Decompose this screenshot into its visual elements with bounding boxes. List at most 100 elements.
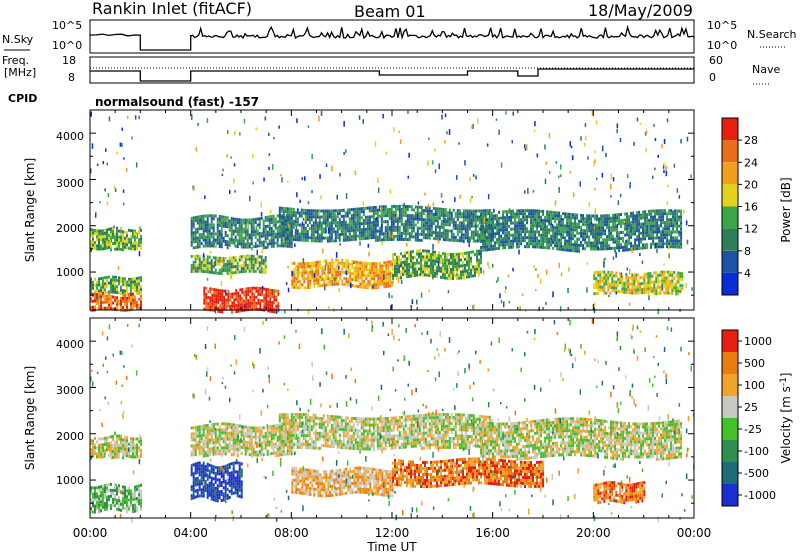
heatmap-cell	[468, 254, 470, 258]
heatmap-cell	[348, 223, 351, 227]
heatmap-cell	[466, 224, 469, 228]
heatmap-cell	[474, 271, 476, 275]
heatmap-cell	[430, 256, 432, 259]
heatmap-cell	[542, 239, 545, 243]
heatmap-cell	[138, 282, 140, 286]
heatmap-cell	[432, 216, 435, 219]
heatmap-cell	[362, 237, 365, 240]
scatter-cell	[507, 274, 510, 278]
heatmap-cell	[502, 231, 505, 235]
heatmap-cell	[619, 290, 622, 294]
heatmap-cell	[656, 221, 659, 225]
heatmap-cell	[220, 236, 223, 240]
heatmap-cell	[130, 238, 132, 242]
heatmap-cell	[389, 281, 392, 285]
scatter-cell	[362, 201, 365, 206]
heatmap-cell	[402, 263, 404, 267]
heatmap-cell	[396, 207, 399, 211]
heatmap-cell	[375, 271, 378, 275]
heatmap-cell	[593, 277, 596, 281]
heatmap-cell	[248, 269, 251, 273]
heatmap-cell	[335, 258, 338, 262]
heatmap-cell	[118, 235, 120, 239]
heatmap-cell	[319, 284, 322, 288]
heatmap-cell	[219, 289, 222, 293]
heatmap-cell	[362, 219, 365, 222]
heatmap-cell	[348, 211, 351, 215]
heatmap-cell	[410, 235, 413, 239]
heatmap-cell	[316, 212, 319, 216]
heatmap-cell	[102, 291, 104, 295]
heatmap-cell	[272, 235, 275, 239]
heatmap-cell	[92, 228, 94, 232]
heatmap-cell	[556, 229, 559, 233]
scatter-cell	[138, 251, 141, 257]
heatmap-cell	[434, 228, 437, 232]
heatmap-cell	[315, 270, 318, 273]
scatter-cell	[201, 234, 203, 240]
heatmap-cell	[482, 233, 485, 237]
heatmap-cell	[398, 231, 401, 235]
heatmap-cell	[404, 266, 406, 270]
heatmap-cell	[340, 226, 343, 230]
scatter-cell	[119, 142, 122, 147]
heatmap-cell	[304, 238, 307, 242]
heatmap-cell	[618, 216, 621, 220]
heatmap-cell	[233, 298, 236, 302]
heatmap-cell	[482, 245, 485, 249]
heatmap-cell	[582, 217, 585, 221]
heatmap-cell	[108, 227, 110, 231]
heatmap-cell	[448, 208, 451, 212]
heatmap-cell	[357, 267, 360, 271]
heatmap-cell	[482, 242, 485, 246]
heatmap-cell	[273, 310, 276, 314]
heatmap-cell	[382, 211, 385, 215]
heatmap-cell	[556, 211, 559, 215]
heatmap-cell	[354, 231, 357, 235]
heatmap-cell	[623, 281, 626, 285]
heatmap-cell	[204, 258, 207, 262]
heatmap-cell	[630, 211, 633, 215]
heatmap-cell	[98, 244, 100, 248]
heatmap-cell	[328, 212, 331, 216]
heatmap-cell	[643, 281, 646, 285]
heatmap-cell	[358, 207, 361, 211]
heatmap-cell	[496, 214, 499, 218]
heatmap-cell	[570, 213, 573, 216]
heatmap-cell	[630, 247, 633, 251]
heatmap-cell	[420, 214, 423, 218]
heatmap-cell	[330, 224, 333, 228]
heatmap-cell	[272, 217, 275, 221]
heatmap-cell	[361, 282, 364, 286]
heatmap-cell	[237, 294, 240, 298]
heatmap-cell	[456, 224, 459, 228]
power-colorbar-title: Power [dB]	[779, 177, 793, 242]
heatmap-cell	[126, 296, 128, 300]
scatter-cell	[487, 194, 490, 200]
heatmap-cell	[636, 229, 639, 233]
heatmap-cell	[282, 219, 285, 222]
heatmap-cell	[263, 305, 266, 309]
heatmap-cell	[198, 215, 201, 219]
heatmap-cell	[337, 273, 340, 277]
heatmap-cell	[282, 222, 285, 225]
scatter-cell	[280, 174, 282, 177]
heatmap-cell	[120, 235, 122, 239]
heatmap-cell	[192, 222, 195, 226]
heatmap-cell	[480, 267, 482, 271]
heatmap-cell	[398, 207, 401, 211]
heatmap-cell	[671, 273, 674, 277]
heatmap-cell	[642, 231, 645, 235]
heatmap-cell	[618, 243, 621, 247]
heatmap-cell	[242, 227, 245, 231]
heatmap-cell	[284, 210, 287, 214]
heatmap-cell	[328, 221, 331, 225]
heatmap-cell	[275, 289, 278, 293]
heatmap-cell	[320, 209, 323, 213]
heatmap-cell	[586, 229, 589, 233]
heatmap-cell	[295, 265, 298, 269]
heatmap-cell	[492, 247, 495, 251]
heatmap-cell	[661, 288, 664, 292]
heatmap-cell	[282, 207, 285, 210]
heatmap-cell	[299, 280, 302, 284]
